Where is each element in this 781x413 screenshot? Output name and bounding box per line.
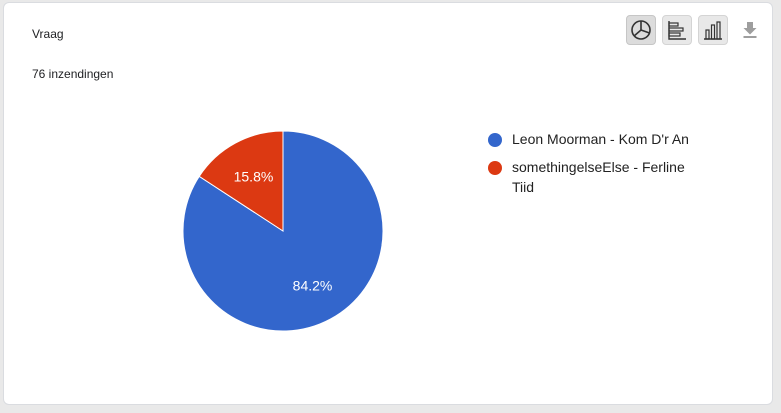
slice-value-label: 15.8% bbox=[234, 168, 274, 184]
legend-item[interactable]: somethingelseElse - Ferline Tiid bbox=[488, 157, 698, 197]
chart-toolbar bbox=[620, 15, 762, 45]
legend-label: somethingelseElse - Ferline Tiid bbox=[512, 159, 685, 195]
horizontal-bar-chart-icon bbox=[668, 21, 686, 40]
pie-chart-icon bbox=[631, 20, 651, 40]
pie-slice[interactable] bbox=[198, 130, 284, 232]
slice-value-label: 84.2% bbox=[293, 278, 333, 294]
legend-label: Leon Moorman - Kom D'r An bbox=[512, 131, 689, 147]
pie-chart-button[interactable] bbox=[626, 15, 656, 45]
column-chart-button[interactable] bbox=[698, 15, 728, 45]
column-chart-icon bbox=[704, 21, 722, 40]
horizontal-bar-chart-button[interactable] bbox=[662, 15, 692, 45]
legend-item[interactable]: Leon Moorman - Kom D'r An bbox=[488, 129, 698, 149]
download-button[interactable] bbox=[738, 15, 762, 45]
question-card: Vraag 76 inzendingen bbox=[3, 2, 773, 405]
response-count: 76 inzendingen bbox=[32, 67, 114, 81]
legend-swatch-icon bbox=[488, 161, 502, 175]
pie-chart: 84.2% 15.8% bbox=[182, 130, 384, 332]
download-icon bbox=[743, 22, 757, 38]
legend-swatch-icon bbox=[488, 133, 502, 147]
chart-legend: Leon Moorman - Kom D'r An somethingelseE… bbox=[488, 129, 698, 205]
question-title: Vraag bbox=[32, 27, 64, 41]
